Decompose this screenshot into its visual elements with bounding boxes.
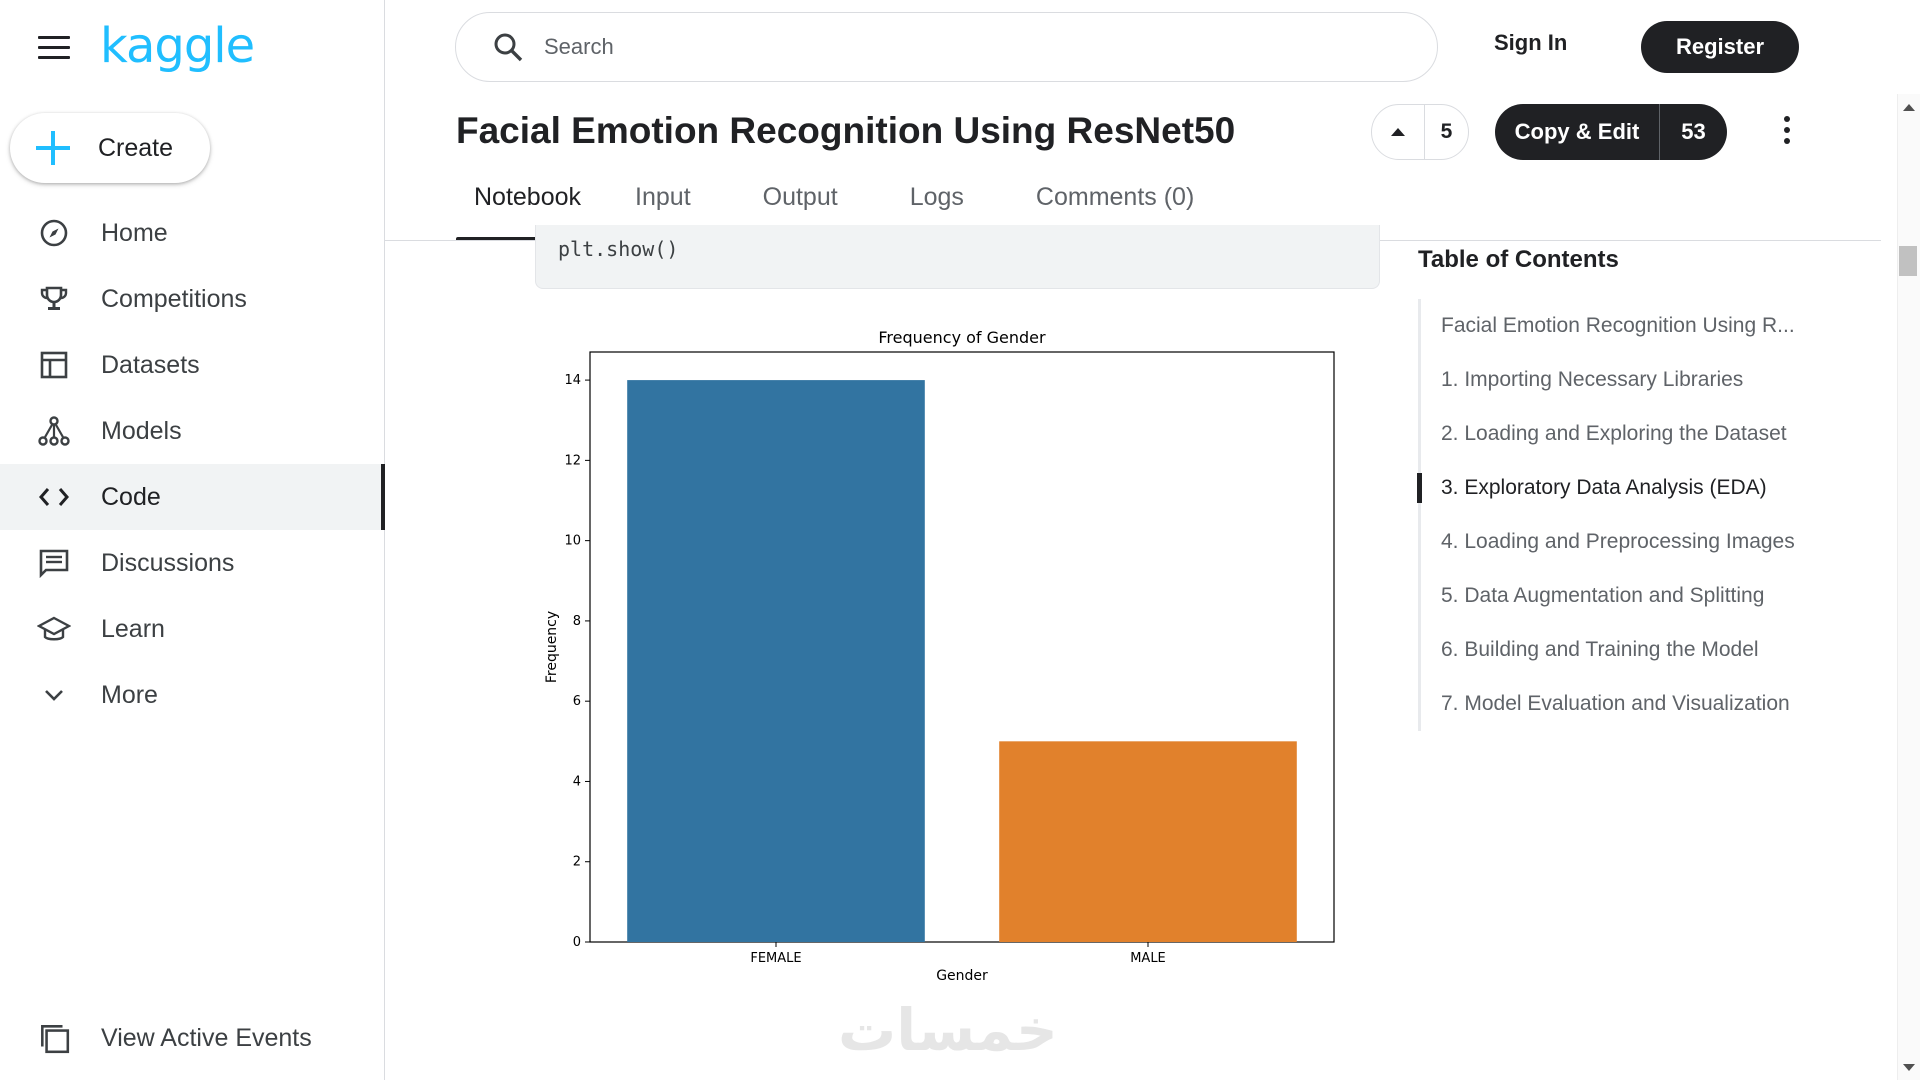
sidebar-item-datasets[interactable]: Datasets xyxy=(0,332,384,398)
copy-edit-count: 53 xyxy=(1681,119,1706,144)
scrollbar-thumb[interactable] xyxy=(1899,246,1917,276)
search-input[interactable] xyxy=(542,33,1346,61)
copy-edit-button[interactable]: Copy & Edit 53 xyxy=(1495,104,1727,160)
sidebar-item-label: Datasets xyxy=(101,350,200,379)
scroll-down-arrow-icon[interactable] xyxy=(1903,1064,1915,1071)
y-tick-label: 8 xyxy=(573,614,581,629)
y-tick-label: 14 xyxy=(564,373,581,388)
toc-item[interactable]: 2. Loading and Exploring the Dataset xyxy=(1441,422,1787,445)
chart-title: Frequency of Gender xyxy=(878,328,1046,347)
upvote-button[interactable] xyxy=(1372,105,1425,159)
sidebar-nav: Home Competitions Datasets Models Code xyxy=(0,200,385,728)
table-of-contents: Facial Emotion Recognition Using R... 1.… xyxy=(1417,299,1795,731)
sidebar-item-label: Code xyxy=(101,482,161,511)
sign-in-button[interactable]: Sign In xyxy=(1494,30,1568,55)
code-line: plt.show() xyxy=(558,237,679,261)
view-active-events-label: View Active Events xyxy=(101,1023,312,1052)
create-button[interactable]: Create xyxy=(10,113,210,183)
y-tick-label: 4 xyxy=(573,774,581,789)
code-cell[interactable]: plt.show() xyxy=(535,225,1380,289)
sidebar-item-competitions[interactable]: Competitions xyxy=(0,266,384,332)
create-label: Create xyxy=(98,133,174,162)
view-active-events-button[interactable]: View Active Events xyxy=(0,1005,384,1071)
caret-up-icon xyxy=(1391,128,1405,136)
sidebar-item-label: More xyxy=(101,680,158,709)
sidebar-item-label: Models xyxy=(101,416,182,445)
sidebar-item-label: Competitions xyxy=(101,284,247,313)
upvote-count: 5 xyxy=(1440,120,1453,143)
trophy-icon xyxy=(37,282,71,316)
table-icon xyxy=(37,348,71,382)
sidebar: kaggle Create Home Competitions Datasets xyxy=(0,0,385,1080)
menu-icon[interactable] xyxy=(38,36,70,62)
sidebar-item-label: Learn xyxy=(101,614,165,643)
y-tick-label: 0 xyxy=(573,935,581,950)
kaggle-logo[interactable]: kaggle xyxy=(100,18,255,74)
x-axis-label: Gender xyxy=(936,968,988,984)
events-icon xyxy=(41,1025,70,1054)
sidebar-item-code[interactable]: Code xyxy=(0,464,385,530)
toc-item[interactable]: 5. Data Augmentation and Splitting xyxy=(1441,584,1765,607)
toc-item-active[interactable]: 3. Exploratory Data Analysis (EDA) xyxy=(1417,461,1795,515)
sidebar-item-discussions[interactable]: Discussions xyxy=(0,530,384,596)
notebook-tabs: Notebook Input Output Logs Comments (0) xyxy=(456,183,1248,241)
tab-output[interactable]: Output xyxy=(762,183,838,211)
watermark-logo: خمسات xyxy=(838,996,1058,1064)
scrollbar-track[interactable] xyxy=(1897,94,1920,1080)
compass-icon xyxy=(37,216,71,250)
search-bar[interactable] xyxy=(455,12,1438,82)
tab-logs[interactable]: Logs xyxy=(909,183,964,211)
sidebar-item-models[interactable]: Models xyxy=(0,398,384,464)
more-options-icon[interactable] xyxy=(1774,116,1800,148)
chevron-down-icon xyxy=(37,678,71,712)
y-axis-label: Frequency xyxy=(544,611,560,683)
toc-item[interactable]: Facial Emotion Recognition Using R... xyxy=(1441,314,1795,337)
register-button[interactable]: Register xyxy=(1641,21,1799,73)
y-tick-label: 2 xyxy=(573,855,581,870)
x-tick-label: MALE xyxy=(1130,951,1166,966)
tab-input[interactable]: Input xyxy=(635,183,691,211)
plus-icon xyxy=(36,131,70,165)
models-icon xyxy=(37,414,71,448)
toc-item[interactable]: 7. Model Evaluation and Visualization xyxy=(1441,692,1790,715)
toc-title: Table of Contents xyxy=(1418,246,1619,273)
toc-item[interactable]: 1. Importing Necessary Libraries xyxy=(1441,368,1744,391)
toc-item[interactable]: 4. Loading and Preprocessing Images xyxy=(1441,530,1795,553)
bar-chart: FEMALE MALE 0 2 4 6 8 10 12 14 Frequency of Gender… xyxy=(544,328,1335,984)
sidebar-item-label: Home xyxy=(101,218,168,247)
sidebar-item-home[interactable]: Home xyxy=(0,200,384,266)
sidebar-item-more[interactable]: More xyxy=(0,662,384,728)
sidebar-item-learn[interactable]: Learn xyxy=(0,596,384,662)
y-tick-label: 12 xyxy=(564,453,581,468)
bar-male xyxy=(999,741,1297,942)
page-title: Facial Emotion Recognition Using ResNet5… xyxy=(456,110,1236,151)
bar-female xyxy=(627,380,925,943)
graduation-cap-icon xyxy=(37,612,71,646)
scroll-up-arrow-icon[interactable] xyxy=(1903,104,1915,111)
discussion-icon xyxy=(37,546,71,580)
x-tick-label: FEMALE xyxy=(750,951,801,966)
toc-item[interactable]: 6. Building and Training the Model xyxy=(1441,638,1759,661)
search-icon xyxy=(494,33,523,62)
upvote-widget: 5 xyxy=(1371,104,1469,160)
sidebar-item-label: Discussions xyxy=(101,548,235,577)
tab-comments[interactable]: Comments (0) xyxy=(1035,183,1195,211)
copy-edit-label: Copy & Edit xyxy=(1495,104,1660,160)
tab-notebook[interactable]: Notebook xyxy=(456,183,600,241)
code-icon xyxy=(37,480,71,514)
y-tick-label: 10 xyxy=(564,534,581,549)
y-tick-label: 6 xyxy=(573,694,581,709)
